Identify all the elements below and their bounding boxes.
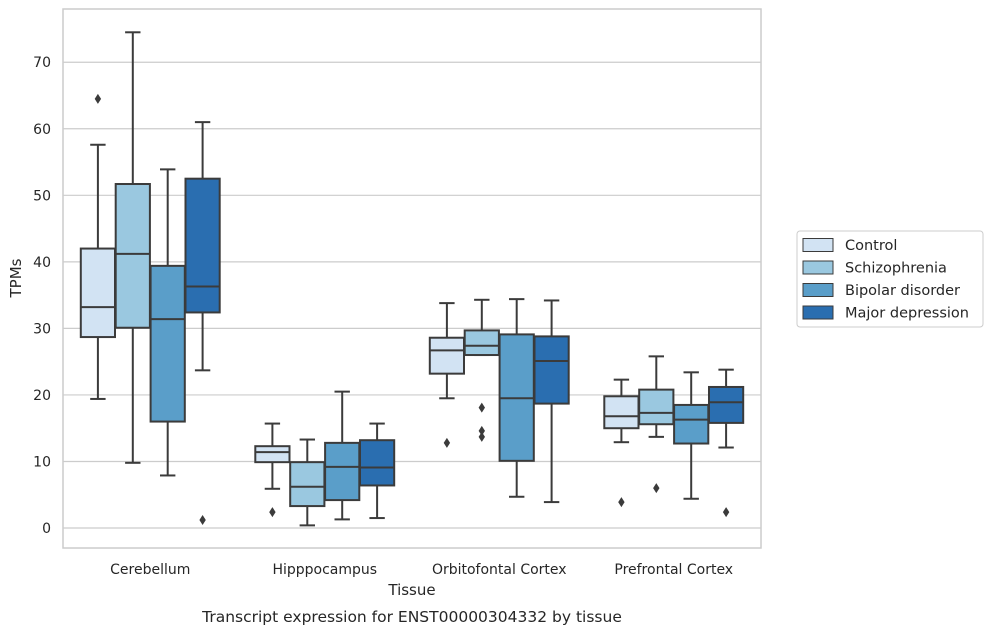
box-body xyxy=(324,441,361,502)
outlier-point xyxy=(478,425,485,436)
box-body xyxy=(289,461,326,508)
legend: Control Schizophrenia Bipolar disorder Majo… xyxy=(796,230,984,328)
legend-label: Bipolar disorder xyxy=(845,283,960,299)
box-body xyxy=(707,385,745,424)
box-group xyxy=(358,422,396,520)
box-group xyxy=(149,168,186,477)
chart-caption: Transcript expression for ENST0000030433… xyxy=(201,608,622,626)
legend-label: Schizophrenia xyxy=(845,261,947,277)
x-tick-label: Hipppocampus xyxy=(272,562,377,578)
box-group xyxy=(428,302,466,448)
outlier-point xyxy=(94,93,102,104)
legend-swatch xyxy=(802,283,834,297)
box-body xyxy=(254,445,291,464)
box-body xyxy=(184,177,221,314)
box-group xyxy=(254,422,291,518)
outlier-point xyxy=(269,507,276,518)
x-tick-labels: Cerebellum Hipppocampus Orbitofontal Corte… xyxy=(110,562,733,578)
box-group xyxy=(79,93,117,400)
boxes-layer xyxy=(79,31,745,527)
legend-swatch xyxy=(802,305,834,320)
box-body xyxy=(638,388,675,426)
y-tick-labels: 0 10 20 30 40 50 60 70 xyxy=(33,55,51,537)
outlier-point xyxy=(722,507,730,518)
outlier-point xyxy=(653,483,660,494)
legend-swatch xyxy=(802,260,834,275)
box-group xyxy=(673,371,710,500)
box-group xyxy=(114,31,151,464)
y-tick-label: 40 xyxy=(33,255,51,271)
y-tick-label: 0 xyxy=(42,521,51,537)
box-body xyxy=(149,264,186,423)
box-group xyxy=(324,390,361,521)
x-tick-label: Orbitofontal Cortex xyxy=(432,562,567,578)
legend-items: Control Schizophrenia Bipolar disorder Majo… xyxy=(802,238,969,322)
box-body xyxy=(79,247,117,339)
y-tick-label: 50 xyxy=(33,188,51,204)
outlier-point xyxy=(618,497,625,508)
y-tick-label: 60 xyxy=(33,122,51,138)
box-body xyxy=(428,336,466,375)
x-axis-title: Tissue xyxy=(387,581,435,599)
box-group xyxy=(533,299,570,504)
y-tick-label: 20 xyxy=(33,388,51,404)
y-axis-title: TPMs xyxy=(7,258,25,298)
box-body xyxy=(358,439,396,487)
plot-area-frame xyxy=(62,8,762,549)
outlier-point xyxy=(199,515,206,526)
legend-swatch xyxy=(802,238,834,252)
x-tick-label: Prefrontal Cortex xyxy=(614,562,733,578)
box-group xyxy=(638,355,675,494)
box-group xyxy=(289,438,326,527)
legend-frame xyxy=(796,230,984,328)
y-tick-label: 30 xyxy=(33,321,51,337)
box-group xyxy=(498,298,535,498)
box-group xyxy=(707,368,745,518)
box-body xyxy=(114,183,151,329)
box-body xyxy=(603,395,640,430)
legend-label: Major depression xyxy=(845,306,969,322)
legend-label: Control xyxy=(845,238,897,254)
outlier-point xyxy=(478,402,485,413)
y-tick-label: 70 xyxy=(33,55,51,71)
box-group xyxy=(603,378,640,508)
box-body xyxy=(673,403,710,445)
box-body xyxy=(533,335,570,405)
box-body xyxy=(463,329,500,357)
outlier-point xyxy=(443,437,451,448)
box-group xyxy=(463,298,500,442)
box-group xyxy=(184,121,221,526)
outlier-point xyxy=(478,431,485,442)
x-tick-label: Cerebellum xyxy=(110,562,190,578)
y-tick-label: 10 xyxy=(33,454,51,470)
